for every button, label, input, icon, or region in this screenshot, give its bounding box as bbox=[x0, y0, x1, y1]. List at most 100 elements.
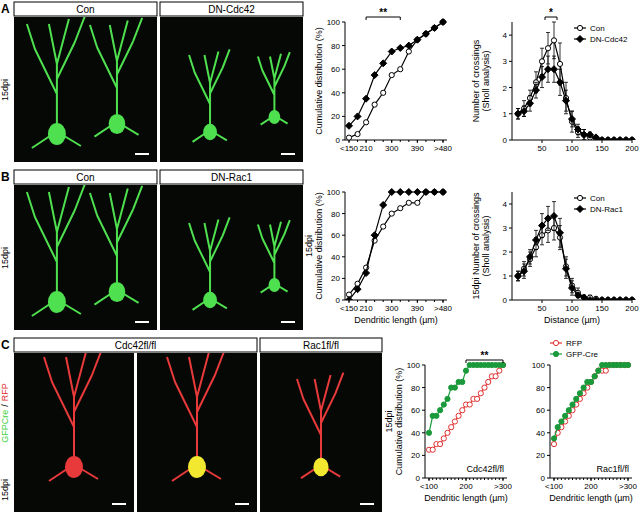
x-tick bbox=[503, 478, 504, 481]
x-axis-label: Dendritic length (µm) bbox=[549, 493, 633, 503]
x-tick-label: 390 bbox=[411, 144, 425, 153]
series-line bbox=[554, 365, 628, 438]
x-tick-minor bbox=[602, 478, 603, 480]
dendrite bbox=[27, 17, 85, 148]
y-tick-label: 20 bbox=[331, 274, 340, 283]
marker bbox=[440, 19, 447, 26]
marker bbox=[431, 24, 438, 31]
x-tick bbox=[429, 478, 430, 481]
chart: 020406080100<100200>300Dendritic length … bbox=[532, 339, 638, 503]
marker bbox=[482, 385, 487, 390]
dendrite bbox=[90, 18, 142, 137]
x-tick bbox=[349, 140, 350, 143]
panel-header bbox=[160, 170, 303, 184]
significance: ** bbox=[481, 350, 489, 361]
panel-header bbox=[14, 338, 257, 352]
significance: * bbox=[549, 7, 553, 18]
side-label: 15dpi bbox=[0, 479, 10, 501]
y-tick bbox=[509, 228, 512, 229]
marker bbox=[445, 430, 450, 435]
x-tick-minor bbox=[616, 478, 617, 480]
series-line bbox=[518, 216, 632, 300]
y-tick-label: 80 bbox=[411, 384, 420, 393]
x-tick bbox=[391, 300, 392, 303]
marker bbox=[440, 19, 445, 24]
marker bbox=[415, 200, 420, 205]
scale-bar bbox=[135, 321, 149, 323]
marker bbox=[592, 374, 597, 379]
marker bbox=[515, 111, 520, 116]
x-tick-label: <150 bbox=[340, 144, 359, 153]
y-tick-label: 80 bbox=[331, 42, 340, 51]
x-tick-minor bbox=[357, 140, 358, 142]
y-tick bbox=[422, 387, 425, 388]
marker bbox=[405, 189, 412, 196]
x-tick-label: >300 bbox=[494, 482, 513, 491]
x-tick-minor bbox=[400, 140, 401, 142]
y-tick bbox=[422, 410, 425, 411]
marker bbox=[539, 222, 546, 229]
series-line bbox=[349, 22, 443, 138]
y-axis-label: 15dpi bbox=[384, 410, 394, 432]
plot-data bbox=[346, 19, 447, 141]
y-tick-label: 100 bbox=[532, 361, 546, 370]
y-tick-label: 0 bbox=[503, 296, 508, 305]
x-tick bbox=[632, 140, 633, 143]
marker bbox=[593, 134, 600, 140]
x-tick-minor bbox=[447, 478, 448, 480]
marker bbox=[441, 402, 446, 407]
x-tick-label: 300 bbox=[385, 144, 399, 153]
marker bbox=[460, 408, 465, 413]
micrograph bbox=[14, 17, 157, 162]
y-tick bbox=[509, 140, 512, 141]
plot-data bbox=[515, 22, 636, 140]
y-axis bbox=[425, 365, 426, 478]
x-tick bbox=[554, 478, 555, 481]
x-tick bbox=[591, 478, 592, 481]
marker bbox=[629, 137, 634, 140]
soma bbox=[313, 458, 328, 476]
soma bbox=[109, 282, 126, 302]
y-tick bbox=[342, 116, 345, 117]
marker bbox=[596, 368, 601, 373]
soma bbox=[269, 278, 281, 292]
marker bbox=[388, 48, 395, 55]
marker bbox=[557, 61, 562, 66]
y-tick bbox=[509, 35, 512, 36]
panel-header bbox=[260, 338, 382, 352]
panel-header bbox=[14, 2, 157, 16]
soma bbox=[48, 291, 66, 313]
y-tick-label: 100 bbox=[327, 18, 341, 27]
y-axis-label: (Sholl analysis) bbox=[481, 50, 491, 111]
marker bbox=[557, 79, 564, 86]
marker bbox=[599, 137, 604, 140]
x-axis-label: Dendritic length (µm) bbox=[354, 315, 438, 325]
series-line bbox=[429, 365, 503, 433]
marker bbox=[346, 297, 353, 301]
marker bbox=[354, 286, 361, 293]
marker bbox=[588, 379, 593, 384]
marker bbox=[438, 442, 443, 447]
marker bbox=[551, 66, 558, 73]
marker bbox=[426, 430, 431, 435]
panel-title: Con bbox=[76, 4, 94, 15]
marker bbox=[363, 120, 368, 125]
y-tick bbox=[509, 276, 512, 277]
marker bbox=[497, 368, 502, 373]
x-tick-minor bbox=[499, 478, 500, 480]
dendrite bbox=[27, 185, 85, 316]
x-tick-minor bbox=[557, 478, 558, 480]
legend: RFPGFP-Cre bbox=[550, 339, 599, 359]
x-tick-minor bbox=[440, 478, 441, 480]
x-tick-label: 300 bbox=[385, 304, 399, 313]
x-tick bbox=[443, 300, 444, 303]
marker bbox=[440, 189, 445, 194]
marker bbox=[398, 206, 403, 211]
x-tick-minor bbox=[628, 478, 629, 480]
separator: / bbox=[0, 404, 10, 407]
marker bbox=[354, 113, 361, 120]
marker bbox=[575, 126, 582, 133]
x-tick-minor bbox=[572, 478, 573, 480]
x-tick bbox=[349, 300, 350, 303]
scale-bar bbox=[235, 503, 249, 505]
